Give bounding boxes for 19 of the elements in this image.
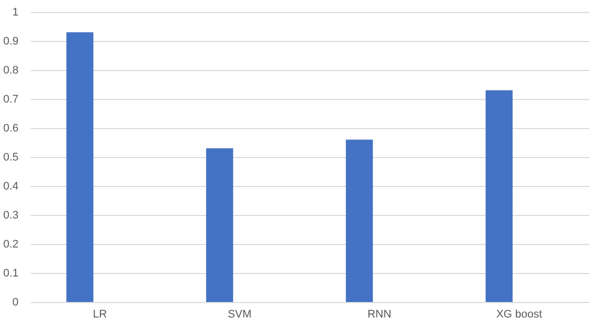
y-tick-label: 0.9	[3, 36, 18, 48]
bar	[206, 148, 234, 302]
y-tick-label: 0.2	[3, 238, 18, 250]
bar	[346, 140, 373, 302]
x-tick-label: LR	[92, 308, 107, 320]
y-tick-label: 0.3	[3, 210, 18, 222]
x-tick-label: RNN	[367, 308, 392, 320]
y-tick-label: 0.5	[3, 152, 18, 164]
y-tick-label: 0.6	[3, 122, 18, 134]
y-tick-label: 1	[12, 6, 18, 18]
y-tick-label: 0	[12, 296, 18, 308]
x-tick-label: XG boost	[496, 308, 542, 320]
bar	[66, 32, 94, 302]
y-tick-label: 0.8	[3, 64, 18, 76]
bar	[486, 90, 513, 302]
y-tick-label: 0.1	[3, 268, 18, 280]
x-tick-label: SVM	[228, 308, 252, 320]
y-tick-label: 0.7	[3, 94, 18, 106]
y-tick-label: 0.4	[3, 180, 18, 192]
